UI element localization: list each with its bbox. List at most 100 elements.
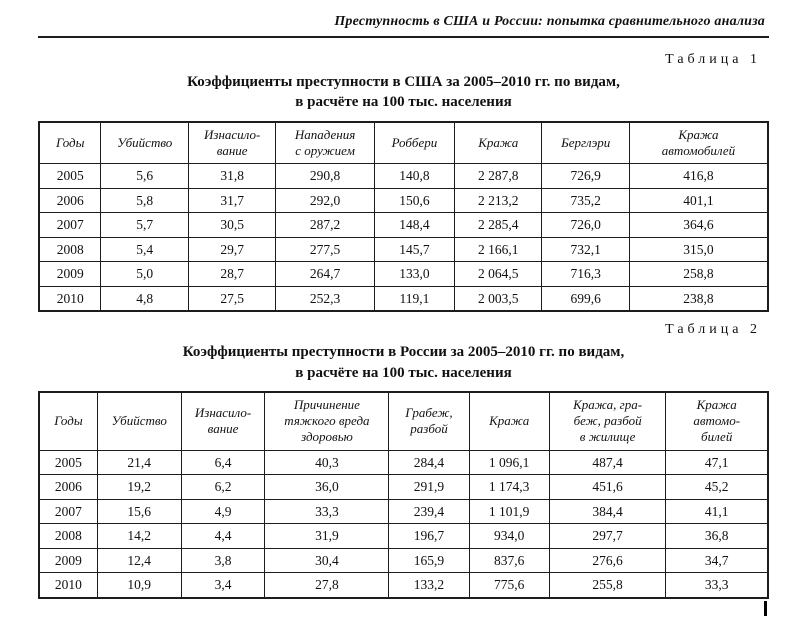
year-cell: 2010: [38, 285, 102, 312]
value-cell: 29,7: [187, 236, 277, 263]
value-cell: 364,6: [628, 212, 769, 238]
value-cell: 196,7: [388, 523, 470, 549]
value-cell: 1 101,9: [468, 498, 550, 525]
value-cell: 2 213,2: [453, 187, 543, 214]
value-cell: 140,8: [373, 163, 455, 189]
table-row: 2006 5,8 31,7 292,0 150,6 2 213,2 735,2 401,1: [38, 187, 769, 214]
table-row: 2007 5,7 30,5 287,2 148,4 2 285,4 726,0 364,6: [38, 212, 769, 238]
value-cell: 34,7: [665, 547, 769, 574]
value-cell: 12,4: [96, 547, 182, 574]
value-cell: 276,6: [548, 547, 667, 574]
value-cell: 2 285,4: [453, 212, 543, 238]
col-header-theft: Кража: [453, 121, 543, 164]
value-cell: 735,2: [541, 187, 630, 214]
col-header-rape: Изнасило- вание: [180, 391, 266, 451]
russia-table-body: 2005 21,4 6,4 40,3 284,4 1 096,1 487,4 47,1 2006…: [38, 449, 769, 599]
spacer: [38, 318, 769, 320]
value-cell: 3,8: [180, 547, 266, 574]
year-cell: 2006: [38, 474, 98, 500]
value-cell: 277,5: [275, 236, 375, 263]
value-cell: 2 064,5: [453, 261, 543, 287]
value-cell: 401,1: [628, 187, 769, 214]
value-cell: 33,3: [264, 498, 390, 525]
value-cell: 2 166,1: [453, 236, 543, 263]
col-header-auto-theft: Кража автомобилей: [628, 121, 769, 164]
value-cell: 238,8: [628, 285, 769, 312]
value-cell: 3,4: [180, 572, 266, 599]
page-corner-mark: [764, 601, 767, 616]
value-cell: 145,7: [373, 236, 455, 263]
col-header-home-theft: Кража, гра- беж, разбой в жилище: [548, 391, 667, 451]
value-cell: 934,0: [468, 523, 550, 549]
table-row: 2009 12,4 3,8 30,4 165,9 837,6 276,6 34,7: [38, 547, 769, 574]
value-cell: 726,0: [541, 212, 630, 238]
usa-table-body: 2005 5,6 31,8 290,8 140,8 2 287,8 726,9 416,8 20…: [38, 163, 769, 312]
value-cell: 726,9: [541, 163, 630, 189]
value-cell: 133,0: [373, 261, 455, 287]
value-cell: 732,1: [541, 236, 630, 263]
value-cell: 487,4: [548, 449, 667, 476]
value-cell: 384,4: [548, 498, 667, 525]
table-row: 2005 5,6 31,8 290,8 140,8 2 287,8 726,9 416,8: [38, 163, 769, 189]
year-cell: 2008: [38, 523, 98, 549]
value-cell: 31,8: [187, 163, 277, 189]
col-header-years: Годы: [38, 121, 102, 164]
value-cell: 775,6: [468, 572, 550, 599]
year-cell: 2010: [38, 572, 98, 599]
usa-crime-table: Годы Убийство Изнасило- вание Нападения …: [38, 120, 769, 313]
value-cell: 292,0: [275, 187, 375, 214]
value-cell: 4,9: [180, 498, 266, 525]
value-cell: 40,3: [264, 449, 390, 476]
year-cell: 2009: [38, 261, 102, 287]
col-header-assault: Нападения с оружием: [275, 121, 375, 164]
value-cell: 10,9: [96, 572, 182, 599]
col-header-robbery: Роббери: [373, 121, 455, 164]
value-cell: 416,8: [628, 163, 769, 189]
value-cell: 239,4: [388, 498, 470, 525]
value-cell: 15,6: [96, 498, 182, 525]
value-cell: 264,7: [275, 261, 375, 287]
value-cell: 14,2: [96, 523, 182, 549]
header-rule: [38, 36, 769, 38]
value-cell: 133,2: [388, 572, 470, 599]
table-row: 2010 4,8 27,5 252,3 119,1 2 003,5 699,6 238,8: [38, 285, 769, 312]
value-cell: 2 287,8: [453, 163, 543, 189]
value-cell: 6,2: [180, 474, 266, 500]
value-cell: 315,0: [628, 236, 769, 263]
value-cell: 36,8: [665, 523, 769, 549]
value-cell: 284,4: [388, 449, 470, 476]
col-header-robbery: Грабеж, разбой: [388, 391, 470, 451]
value-cell: 2 003,5: [453, 285, 543, 312]
col-header-grievous-harm: Причинение тяжкого вреда здоровью: [264, 391, 390, 451]
col-header-auto-theft: Кража автомо- билей: [665, 391, 769, 451]
value-cell: 4,4: [180, 523, 266, 549]
table-row: 2010 10,9 3,4 27,8 133,2 775,6 255,8 33,3: [38, 572, 769, 599]
year-cell: 2007: [38, 212, 102, 238]
value-cell: 5,8: [100, 187, 189, 214]
table2-label: Таблица 2: [665, 322, 761, 338]
value-cell: 258,8: [628, 261, 769, 287]
col-header-burglary: Берглэри: [541, 121, 630, 164]
value-cell: 5,7: [100, 212, 189, 238]
table-row: 2007 15,6 4,9 33,3 239,4 1 101,9 384,4 41,1: [38, 498, 769, 525]
value-cell: 150,6: [373, 187, 455, 214]
value-cell: 31,9: [264, 523, 390, 549]
value-cell: 1 096,1: [468, 449, 550, 476]
year-cell: 2006: [38, 187, 102, 214]
value-cell: 5,0: [100, 261, 189, 287]
value-cell: 5,6: [100, 163, 189, 189]
table-row: 2005 21,4 6,4 40,3 284,4 1 096,1 487,4 47,1: [38, 449, 769, 476]
value-cell: 36,0: [264, 474, 390, 500]
value-cell: 47,1: [665, 449, 769, 476]
value-cell: 5,4: [100, 236, 189, 263]
value-cell: 165,9: [388, 547, 470, 574]
value-cell: 837,6: [468, 547, 550, 574]
value-cell: 716,3: [541, 261, 630, 287]
russia-crime-table: Годы Убийство Изнасило- вание Причинение…: [38, 390, 769, 599]
value-cell: 291,9: [388, 474, 470, 500]
value-cell: 31,7: [187, 187, 277, 214]
value-cell: 290,8: [275, 163, 375, 189]
col-header-murder: Убийство: [100, 121, 189, 164]
value-cell: 28,7: [187, 261, 277, 287]
